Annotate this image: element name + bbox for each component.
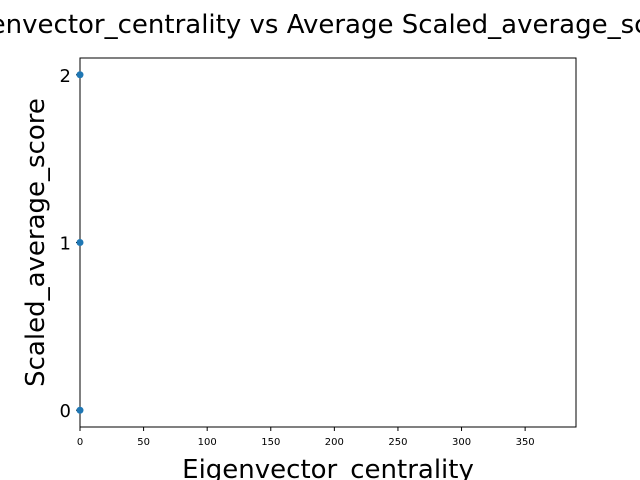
scatter-point	[76, 71, 84, 79]
plot-area-frame	[79, 57, 577, 428]
x-axis-ticks: 0 50 100 150 200 250 300 350	[77, 427, 535, 448]
x-axis-title: Eigenvector_centrality	[182, 455, 474, 480]
y-tick-label: 2	[60, 66, 71, 87]
chart-title: Eigenvector_centrality vs Average Scaled…	[0, 10, 640, 40]
x-tick-label: 0	[77, 437, 83, 448]
x-tick-label: 250	[388, 437, 407, 448]
x-tick-label: 150	[261, 437, 280, 448]
y-tick-label: 1	[60, 234, 71, 255]
x-tick-label: 200	[325, 437, 344, 448]
x-tick-label: 300	[452, 437, 471, 448]
y-axis-title: Scaled_average_score	[21, 98, 51, 387]
scatter-point	[76, 239, 84, 246]
scatter-point	[76, 406, 84, 414]
x-tick-label: 350	[516, 437, 535, 448]
data-points	[76, 71, 84, 414]
y-tick-label: 0	[60, 401, 71, 422]
x-tick-label: 50	[137, 437, 150, 448]
x-tick-label: 100	[198, 437, 217, 448]
